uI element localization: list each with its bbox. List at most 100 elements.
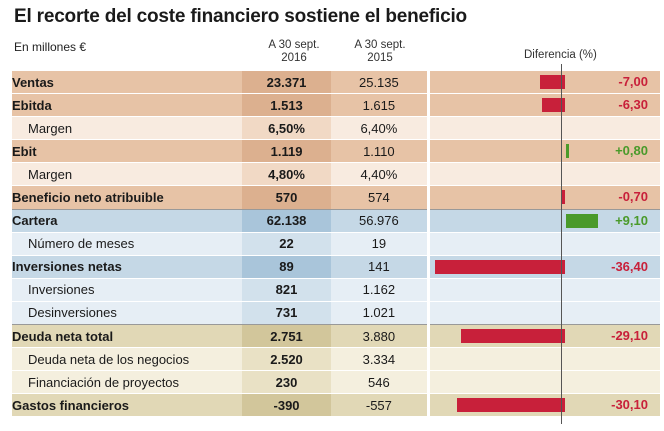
table-row: Ebit 1.119 1.110 +0,80 [12,139,660,164]
value-2016: 731 [242,301,331,326]
value-2015: 56.976 [330,209,427,233]
value-2016: 1.119 [242,139,331,164]
value-2015: 574 [330,185,427,210]
row-label: Ventas [12,71,243,95]
value-2016: 6,50% [242,116,331,141]
value-2016: 2.520 [242,347,331,372]
value-2016: 570 [242,185,331,210]
value-2016: -390 [242,393,331,418]
column-header-2016-line1: A 30 sept. [268,39,320,51]
diff-label: -30,10 [611,397,648,413]
column-gap [426,301,430,326]
value-2016: 23.371 [242,71,331,95]
column-header-2016-line2: 2016 [281,52,307,64]
value-2015: 4,40% [330,162,427,187]
column-gap [426,71,430,95]
column-gap [426,370,430,395]
diff-bar [565,144,569,159]
diff-cell: -0,70 [429,185,660,210]
column-gap [426,209,430,233]
value-2015: 1.615 [330,93,427,118]
row-label: Margen [12,162,243,187]
diff-bar [539,75,565,89]
diff-label: -29,10 [611,328,648,344]
value-2015: 546 [330,370,427,395]
diff-bar [565,213,599,228]
column-gap [426,116,430,141]
diff-bar [542,98,565,113]
row-label: Ebitda [12,93,243,118]
row-label: Cartera [12,209,243,233]
column-gap [426,162,430,187]
table-row: Deuda neta total 2.751 3.880 -29,10 [12,324,660,349]
column-gap [426,255,430,279]
value-2016: 22 [242,232,331,256]
zero-axis-line [561,64,562,424]
value-2015: -557 [330,393,427,418]
column-gap [426,324,430,349]
table-row: Margen 6,50% 6,40% [12,116,660,141]
diff-cell: +9,10 [429,209,660,233]
row-label: Financiación de proyectos [12,370,243,395]
diff-cell: +0,80 [429,139,660,164]
diff-cell: -30,10 [429,393,660,418]
row-label: Gastos financieros [12,393,243,418]
diff-label: -7,00 [618,74,648,89]
column-gap [426,278,430,302]
diff-cell [429,278,660,302]
column-header-2015-line1: A 30 sept. [354,39,406,51]
column-header-2016: A 30 sept. 2016 [252,39,336,65]
diff-label: -6,30 [618,97,648,113]
column-header-diff: Diferencia (%) [524,49,597,61]
column-gap [426,185,430,210]
value-2015: 141 [330,255,427,279]
table-row: Gastos financieros -390 -557 -30,10 [12,393,660,418]
table-row: Desinversiones 731 1.021 [12,301,660,326]
value-2015: 1.110 [330,139,427,164]
row-label: Número de meses [12,232,243,256]
table-row: Número de meses 22 19 [12,232,660,256]
diff-label: +9,10 [615,212,648,228]
row-label: Desinversiones [12,301,243,326]
value-2016: 821 [242,278,331,302]
column-gap [426,393,430,418]
column-gap [426,347,430,372]
table-row: Ebitda 1.513 1.615 -6,30 [12,93,660,118]
row-label: Ebit [12,139,243,164]
diff-label: +0,80 [615,143,648,159]
column-header-2015-line2: 2015 [367,52,393,64]
diff-label: -0,70 [618,189,648,205]
value-2016: 89 [242,255,331,279]
diff-bar [460,329,565,344]
value-2015: 6,40% [330,116,427,141]
units-label: En millones € [14,40,87,54]
column-gap [426,139,430,164]
row-label: Deuda neta total [12,324,243,349]
row-label: Deuda neta de los negocios [12,347,243,372]
diff-bar [562,190,565,205]
row-label: Beneficio neto atribuible [12,185,243,210]
table-row: Financiación de proyectos 230 546 [12,370,660,395]
column-header-2015: A 30 sept. 2015 [338,39,422,65]
diff-cell [429,116,660,141]
diff-bar [457,398,565,413]
diff-cell [429,162,660,187]
diff-cell [429,347,660,372]
value-2015: 3.334 [330,347,427,372]
diff-label: -36,40 [611,258,648,274]
chart-title: El recorte del coste financiero sostiene… [14,6,467,27]
value-2015: 1.021 [330,301,427,326]
value-2016: 230 [242,370,331,395]
column-gap [426,232,430,256]
table-row: Ventas 23.371 25.135 -7,00 [12,71,660,95]
diff-cell: -7,00 [429,71,660,95]
value-2015: 19 [330,232,427,256]
diff-cell [429,370,660,395]
value-2015: 1.162 [330,278,427,302]
table-row: Deuda neta de los negocios 2.520 3.334 [12,347,660,372]
value-2015: 25.135 [330,71,427,95]
table-row: Inversiones 821 1.162 [12,278,660,302]
diff-cell: -36,40 [429,255,660,279]
value-2016: 1.513 [242,93,331,118]
value-2016: 4,80% [242,162,331,187]
